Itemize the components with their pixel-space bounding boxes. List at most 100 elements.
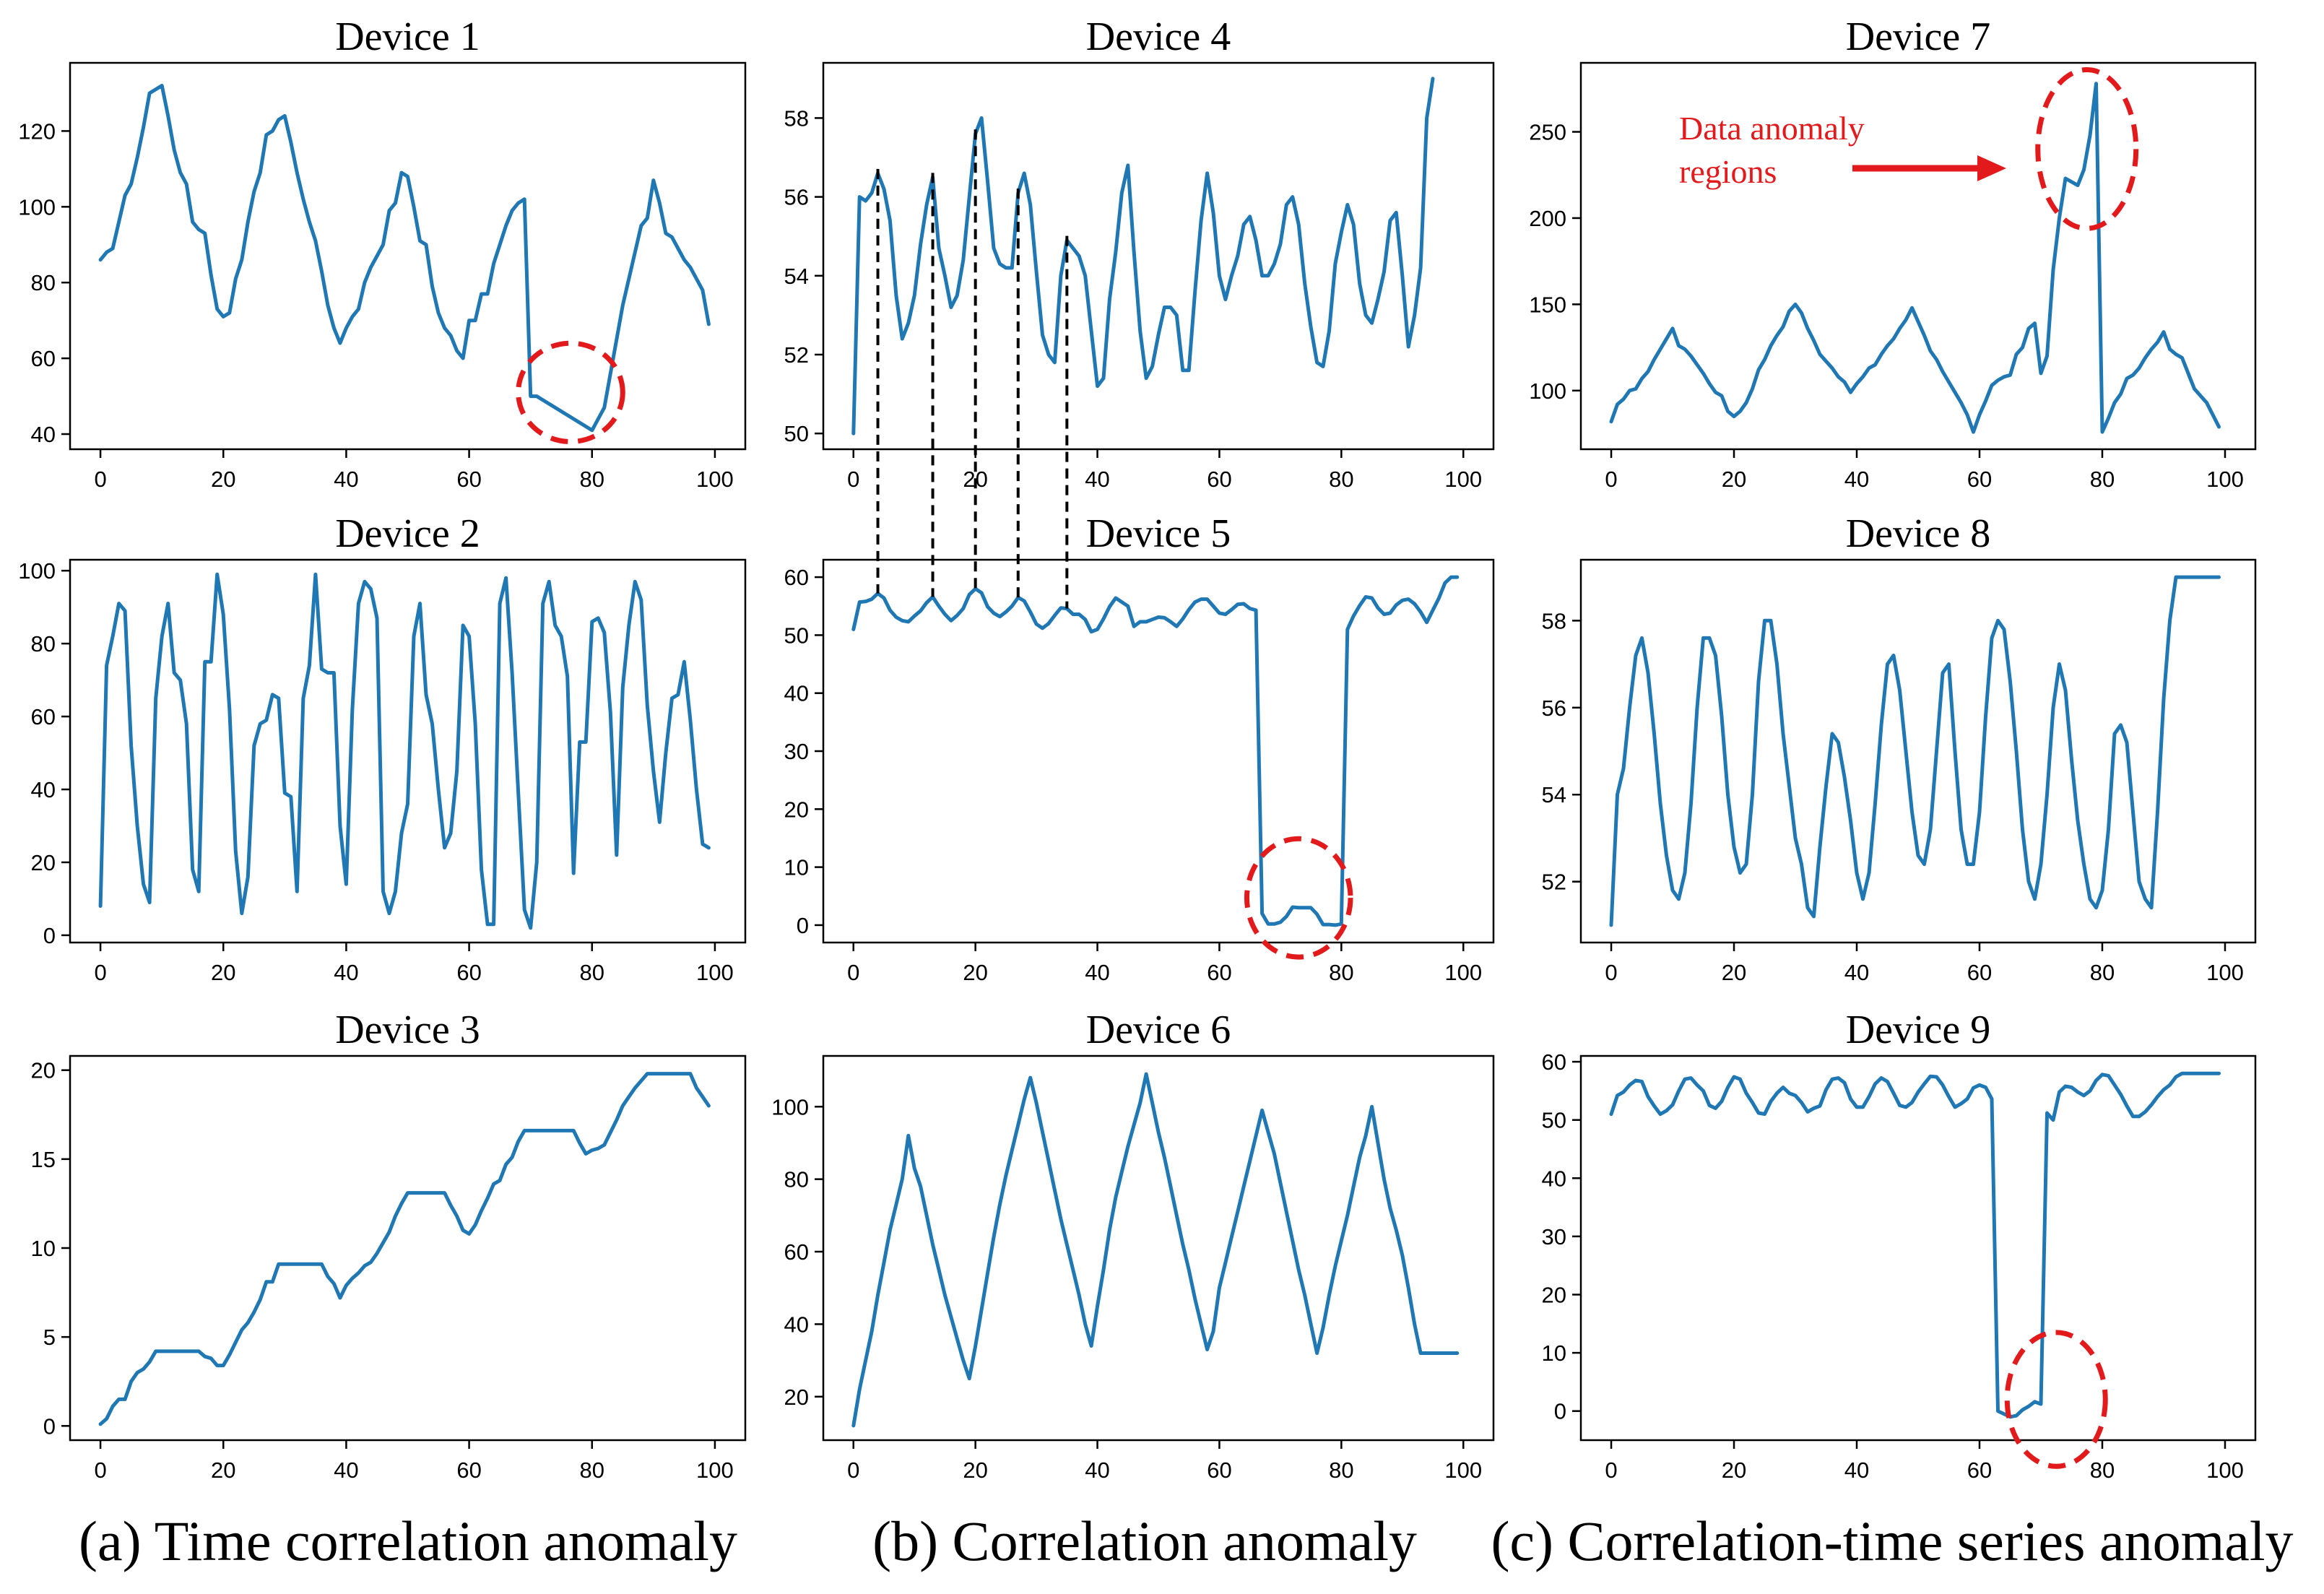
x-tick-label: 20 <box>211 1457 235 1483</box>
anomaly-ellipse <box>2004 1330 2108 1469</box>
series-line <box>851 575 1460 927</box>
x-tick-label: 40 <box>1085 467 1109 492</box>
y-tick-label: 60 <box>1542 1049 1566 1075</box>
plot-frame <box>69 61 747 451</box>
y-tick-label: 58 <box>1542 608 1566 633</box>
x-tick-label: 80 <box>580 960 604 985</box>
x-tick-label: 100 <box>696 1457 734 1483</box>
x-tick-label: 40 <box>1844 960 1869 985</box>
x-tick-label: 0 <box>1605 1457 1617 1483</box>
chart-panel: Device 8 0 20 40 60 80 100 52 54 56 58 <box>1542 511 2257 985</box>
annotation-text-line1: Data anomaly <box>1679 110 1865 147</box>
y-tick-label: 10 <box>1542 1340 1566 1366</box>
chart-title: Device 6 <box>1086 1008 1231 1052</box>
chart-panel: Device 3 0 20 40 60 80 100 0 5 10 15 20 <box>31 1008 747 1483</box>
x-tick-label: 20 <box>1722 960 1746 985</box>
y-tick-label: 20 <box>31 1058 56 1083</box>
x-tick-label: 40 <box>334 960 358 985</box>
y-tick-label: 60 <box>784 1239 809 1265</box>
x-tick-label: 100 <box>696 467 734 492</box>
x-tick-label: 0 <box>1605 467 1617 492</box>
x-tick-label: 20 <box>1722 1457 1746 1483</box>
series-line <box>851 1072 1460 1428</box>
chart-panel: Device 6 0 20 40 60 80 100 20 40 60 80 100 <box>771 1008 1495 1483</box>
x-tick-label: 40 <box>1085 960 1109 985</box>
y-tick-label: 200 <box>1529 206 1566 231</box>
annotation-text-line2: regions <box>1679 153 1777 190</box>
x-tick-label: 40 <box>334 467 358 492</box>
chart-panel: Device 9 0 20 40 60 80 100 0 10 20 30 40 50 60 <box>1542 1008 2257 1483</box>
x-tick-label: 80 <box>2090 467 2115 492</box>
x-tick-label: 80 <box>580 1457 604 1483</box>
x-tick-label: 60 <box>1967 1457 1992 1483</box>
y-tick-label: 150 <box>1529 292 1566 317</box>
y-tick-label: 58 <box>784 105 809 131</box>
x-tick-label: 60 <box>1207 960 1231 985</box>
y-tick-label: 40 <box>784 681 809 706</box>
caption-a: (a) Time correlation anomaly <box>79 1509 737 1572</box>
y-tick-label: 40 <box>1542 1166 1566 1191</box>
y-tick-label: 40 <box>784 1312 809 1337</box>
x-tick-label: 60 <box>456 960 481 985</box>
caption-b: (b) Correlation anomaly <box>872 1509 1417 1572</box>
x-tick-label: 60 <box>1207 1457 1231 1483</box>
y-tick-label: 52 <box>784 342 809 368</box>
x-tick-label: 20 <box>963 1457 987 1483</box>
y-tick-label: 56 <box>784 185 809 210</box>
x-tick-label: 80 <box>2090 1457 2115 1483</box>
y-tick-label: 54 <box>784 264 809 289</box>
y-tick-label: 5 <box>43 1325 56 1350</box>
plot-frame <box>1579 558 2257 944</box>
x-tick-label: 100 <box>1444 467 1482 492</box>
y-tick-label: 30 <box>784 739 809 764</box>
anomaly-ellipse <box>1244 836 1353 960</box>
chart-title: Device 3 <box>335 1008 480 1052</box>
x-tick-label: 60 <box>1207 467 1231 492</box>
chart-panel: Device 5 0 20 40 60 80 100 0 10 20 30 40 50 60 <box>784 511 1495 985</box>
chart-title: Device 4 <box>1086 14 1231 59</box>
x-tick-label: 80 <box>1329 467 1353 492</box>
annotation-overlay: Data anomaly regions <box>876 110 2006 609</box>
y-tick-label: 60 <box>784 565 809 590</box>
x-tick-label: 60 <box>1967 960 1992 985</box>
x-tick-label: 40 <box>334 1457 358 1483</box>
chart-title: Device 5 <box>1086 511 1231 556</box>
y-tick-label: 0 <box>43 1413 56 1439</box>
x-tick-label: 0 <box>94 960 106 985</box>
anomaly-ellipse <box>516 340 625 445</box>
y-tick-label: 10 <box>784 855 809 880</box>
x-tick-label: 100 <box>1444 960 1482 985</box>
y-tick-label: 15 <box>31 1147 56 1172</box>
y-tick-label: 20 <box>1542 1282 1566 1307</box>
plot-frame <box>69 558 747 944</box>
y-tick-label: 40 <box>31 777 56 802</box>
plot-frame <box>69 1054 747 1442</box>
x-tick-label: 60 <box>456 1457 481 1483</box>
y-tick-label: 40 <box>31 422 56 447</box>
y-tick-label: 0 <box>1554 1399 1566 1424</box>
y-tick-label: 0 <box>43 923 56 948</box>
y-tick-label: 80 <box>784 1167 809 1192</box>
y-tick-label: 100 <box>18 558 56 584</box>
series-line <box>98 1072 711 1426</box>
x-tick-label: 0 <box>847 467 859 492</box>
chart-panel: Device 1 0 20 40 60 80 100 40 60 80 100 120 <box>18 14 747 492</box>
chart-title: Device 9 <box>1846 1008 1991 1052</box>
x-tick-label: 100 <box>2206 467 2244 492</box>
x-tick-label: 0 <box>94 467 106 492</box>
series-line <box>98 84 711 433</box>
x-tick-label: 40 <box>1844 467 1869 492</box>
x-tick-label: 100 <box>2206 1457 2244 1483</box>
x-tick-label: 100 <box>1444 1457 1482 1483</box>
chart-panel: Device 7 0 20 40 60 80 100 100 150 200 250 <box>1529 14 2257 492</box>
x-tick-label: 0 <box>94 1457 106 1483</box>
y-tick-label: 60 <box>31 346 56 371</box>
series-line <box>1609 575 2221 927</box>
x-tick-label: 20 <box>1722 467 1746 492</box>
chart-title: Device 2 <box>335 511 480 556</box>
y-tick-label: 120 <box>18 118 56 144</box>
x-tick-label: 80 <box>580 467 604 492</box>
series-line <box>851 77 1435 436</box>
